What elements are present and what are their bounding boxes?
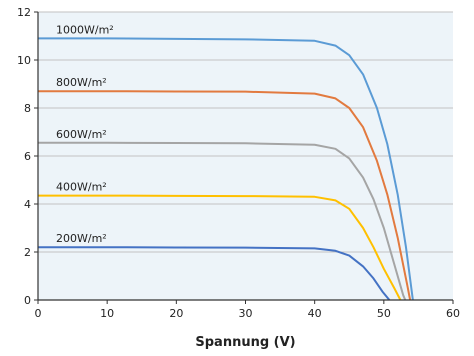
grid-layer xyxy=(38,11,453,253)
x-tick-label-40: 40 xyxy=(308,307,322,320)
x-tick-label-30: 30 xyxy=(239,307,253,320)
x-tick-label-0: 0 xyxy=(35,307,42,320)
x-tick-label-10: 10 xyxy=(100,307,114,320)
x-tick-label-60: 60 xyxy=(446,307,460,320)
series-label-0: 1000W/m² xyxy=(56,23,114,36)
series-line-1 xyxy=(38,90,412,301)
y-tick-label-6: 6 xyxy=(24,150,31,163)
y-tick-label-0: 0 xyxy=(24,294,31,307)
x-axis-title: Spannung (V) xyxy=(195,335,295,350)
y-tick-label-4: 4 xyxy=(24,198,31,211)
series-line-3 xyxy=(38,194,402,301)
series-label-3: 400W/m² xyxy=(56,181,107,194)
x-tick-label-20: 20 xyxy=(169,307,183,320)
y-tick-label-10: 10 xyxy=(17,54,31,67)
series-layer: 1000W/m² 800W/m² 600W/m² 400W/m² 200W/m² xyxy=(38,23,414,301)
series-line-4 xyxy=(38,246,391,301)
series-line-0 xyxy=(38,37,414,301)
y-tick-label-8: 8 xyxy=(24,102,31,115)
series-label-4: 200W/m² xyxy=(56,232,107,245)
series-label-1: 800W/m² xyxy=(56,76,107,89)
series-label-2: 600W/m² xyxy=(56,128,107,141)
x-tick-label-50: 50 xyxy=(377,307,391,320)
y-tick-label-12: 12 xyxy=(17,6,31,19)
axis-layer: 0 10 20 30 40 50 60 0 2 4 6 8 10 12 xyxy=(17,6,460,320)
y-tick-label-2: 2 xyxy=(24,246,31,259)
series-line-2 xyxy=(38,141,407,301)
